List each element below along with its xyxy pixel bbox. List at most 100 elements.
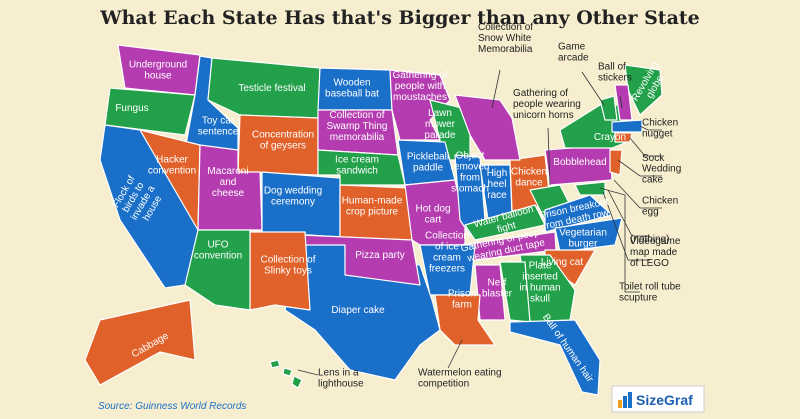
- label-line: removed: [451, 162, 490, 173]
- state-label: Crayon: [594, 132, 626, 143]
- callout-label: Collection of Snow White Memorabilia: [478, 22, 533, 55]
- state-label: UFO convention: [194, 240, 242, 262]
- state-label: Hot dog cart: [415, 204, 450, 226]
- logo-text: SizeGraf: [636, 392, 693, 408]
- callout-label: Sock: [642, 153, 665, 164]
- label-line: scupture: [619, 293, 658, 304]
- label-line: Wedding: [642, 164, 681, 175]
- label-line: Pickleball: [407, 152, 449, 163]
- label-line: in human: [519, 283, 560, 294]
- label-line: Collection of: [478, 22, 533, 33]
- state: [269, 359, 281, 369]
- state: [574, 181, 606, 196]
- label-line: Crayon: [594, 132, 626, 143]
- label-line: parade: [424, 130, 456, 141]
- label-line: Snow White: [478, 33, 532, 44]
- state-label: Collection of ice cream freezers: [425, 231, 469, 275]
- labels: Underground house Fungus Testicle festival W…: [111, 22, 682, 390]
- callout-label: Watermelon eating competition: [418, 368, 502, 390]
- label-line: Watermelon eating: [418, 368, 502, 379]
- label-line: burger: [569, 239, 599, 250]
- callout-label: Videogame map made of LEGO: [630, 236, 681, 269]
- state-label: Underground house: [129, 60, 187, 82]
- label-line: Collection of: [329, 110, 384, 121]
- label-line: convention: [194, 251, 242, 262]
- label-line: Chicken: [642, 196, 678, 207]
- label-line: ceremony: [271, 197, 315, 208]
- title: What Each State Has that's Bigger than a…: [99, 7, 700, 29]
- label-line: (nothing): [630, 234, 669, 245]
- state: [389, 69, 451, 141]
- label-line: Lens in a: [318, 368, 359, 379]
- label-line: stomach: [451, 184, 489, 195]
- label-line: of geysers: [260, 141, 306, 152]
- label-line: Ball of: [598, 62, 626, 73]
- label-line: stickers: [598, 73, 632, 84]
- label-line: people wearing: [513, 99, 581, 110]
- callout-label: Lens in a lighthouse: [318, 368, 364, 390]
- label-line: crop picture: [346, 207, 399, 218]
- state-label: Wooden baseball bat: [325, 78, 379, 100]
- label-line: Vegetarian: [559, 228, 607, 239]
- label-line: from: [460, 173, 480, 184]
- label-line: Diaper cake: [331, 305, 385, 316]
- label-line: moustaches: [393, 92, 447, 103]
- state: [104, 87, 196, 136]
- label-line: race: [487, 190, 507, 201]
- label-line: lighthouse: [318, 379, 364, 390]
- label-line: Toilet roll tube: [619, 282, 681, 293]
- label-line: Underground: [129, 60, 187, 71]
- label-line: blaster: [482, 289, 513, 300]
- label-line: Testicle festival: [238, 83, 305, 94]
- label-line: High: [487, 168, 508, 179]
- leader-lines: [297, 69, 662, 376]
- label-line: cream: [433, 253, 461, 264]
- label-line: freezers: [429, 264, 465, 275]
- label-line: cake: [642, 175, 664, 186]
- label-line: paddle: [413, 163, 443, 174]
- callout-label: Game arcade: [558, 42, 589, 64]
- state-label: High heel race: [487, 168, 508, 201]
- label-line: and: [220, 177, 237, 188]
- label-line: cheese: [212, 188, 245, 199]
- state: [291, 375, 303, 389]
- state: [99, 124, 199, 289]
- label-line: Ice cream: [335, 155, 379, 166]
- label-line: house: [144, 71, 172, 82]
- label-line: Hacker: [156, 155, 188, 166]
- state-label: Living cat: [541, 257, 583, 268]
- label-line: Lawn: [428, 108, 452, 119]
- label-line: convention: [148, 166, 196, 177]
- label-line: arcade: [558, 53, 589, 64]
- callout-label: Wedding cake: [642, 164, 681, 186]
- label-line: mower: [425, 119, 456, 130]
- state: [282, 367, 293, 377]
- state-label: Gathering of people with moustaches: [392, 70, 447, 103]
- label-line: Sock: [642, 153, 665, 164]
- label-line: competition: [418, 379, 469, 390]
- label-line: egg: [642, 207, 659, 218]
- state: [554, 217, 623, 253]
- label-line: Nerf: [488, 278, 507, 289]
- state: [509, 319, 601, 396]
- label-line: Gathering of: [392, 70, 447, 81]
- label-line: of ice: [435, 242, 459, 253]
- label-line: Concentration: [252, 130, 314, 141]
- state-label: Hacker convention: [148, 155, 196, 177]
- label-line: dance: [515, 178, 543, 189]
- state-label: Concentration of geysers: [252, 130, 314, 152]
- label-line: memorabilia: [330, 132, 385, 143]
- state-label: Pizza party: [355, 250, 404, 261]
- state: [614, 132, 633, 143]
- logo: SizeGraf: [611, 385, 705, 413]
- label-line: cart: [425, 215, 442, 226]
- callout-label: (nothing): [630, 234, 669, 245]
- state-label: Prison farm: [448, 289, 476, 311]
- state: [544, 194, 613, 233]
- label-line: Collection: [425, 231, 469, 242]
- label-line: Dog wedding: [264, 186, 322, 197]
- callout-label: Ball of stickers: [598, 62, 632, 84]
- label-line: sentence: [198, 127, 239, 138]
- state-label: Macaroni and cheese: [207, 166, 248, 199]
